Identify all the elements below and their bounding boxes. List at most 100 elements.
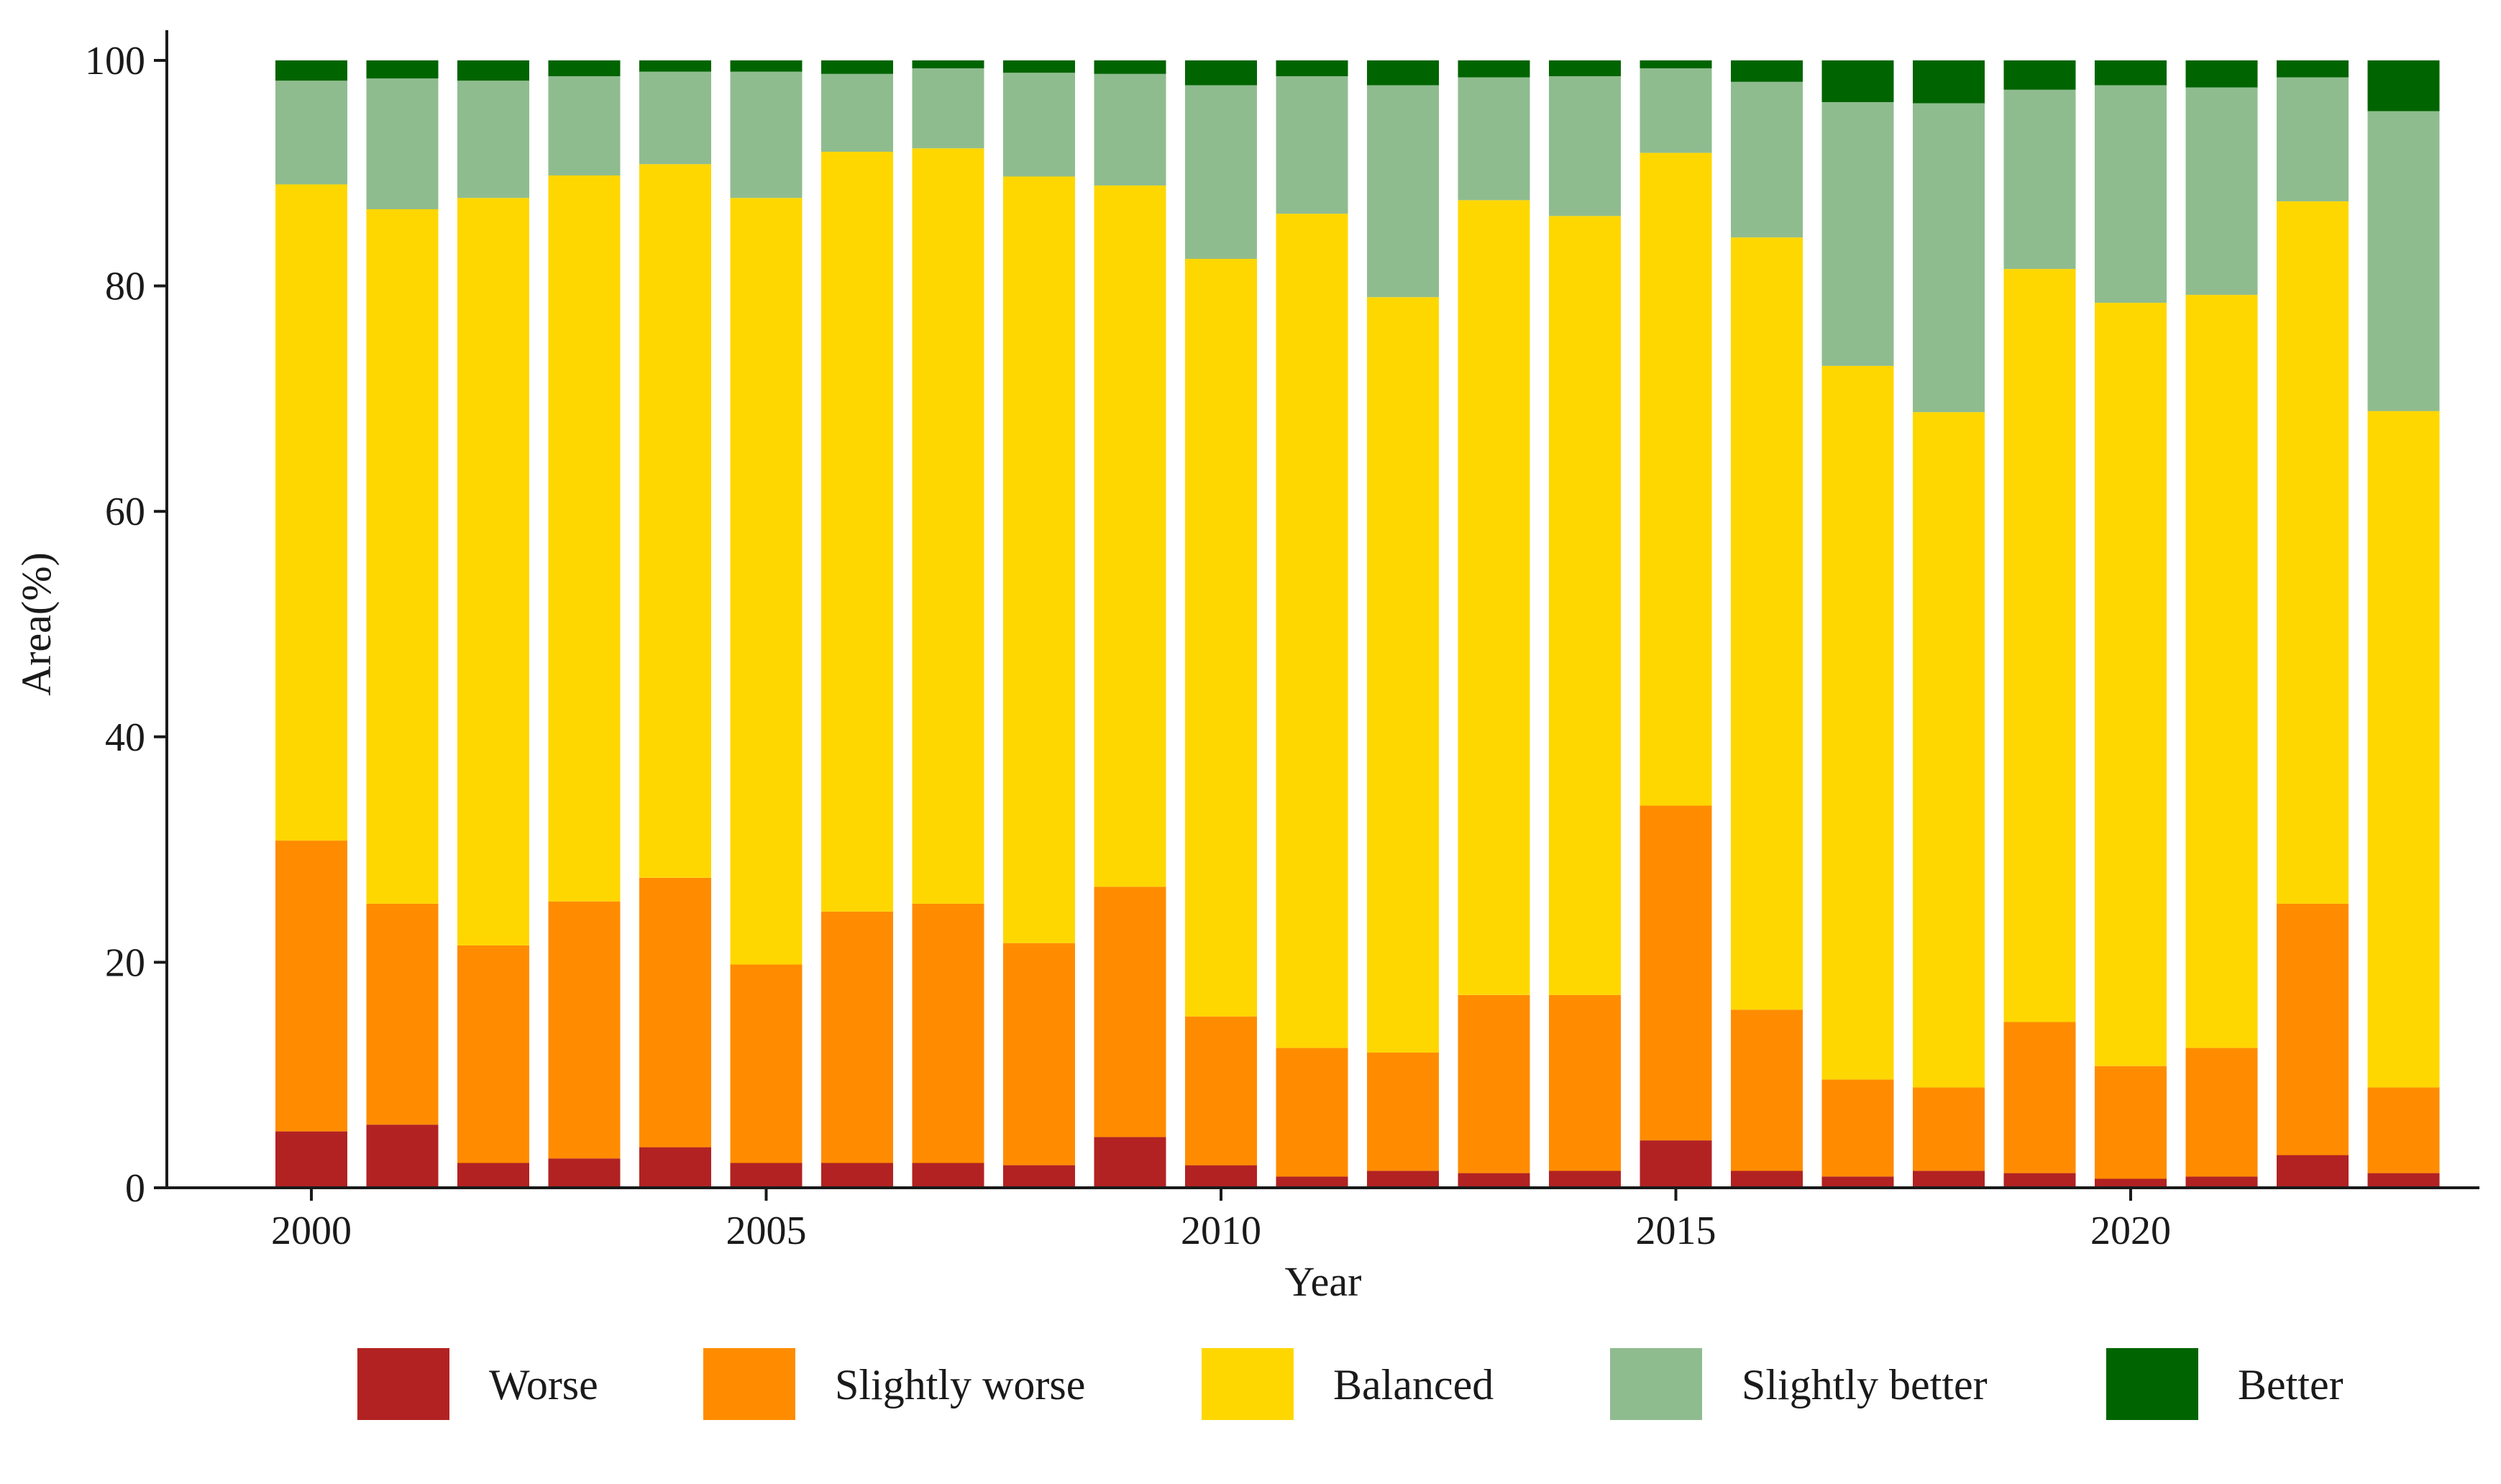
x-tick-label: 2005 xyxy=(726,1209,807,1253)
bar-2020-series-3 xyxy=(2095,85,2167,303)
bar-2011-series-2 xyxy=(1276,214,1348,1048)
bar-2005-series-1 xyxy=(730,964,803,1163)
legend-item-balanced: Balanced xyxy=(1202,1348,1494,1420)
x-ticks-group: 2000 2005 2010 2015 2020 xyxy=(271,1188,2171,1253)
bar-2021-series-3 xyxy=(2185,87,2258,296)
bar-2018-series-4 xyxy=(1913,60,1985,104)
legend: Worse Slightly worse Balanced Slightly bett… xyxy=(357,1348,2344,1420)
bar-2013-series-1 xyxy=(1458,994,1530,1173)
y-axis-title: Area(%) xyxy=(13,552,60,696)
bar-2002-series-0 xyxy=(457,1163,529,1188)
bar-2023-series-0 xyxy=(2367,1173,2440,1188)
bar-2023-series-1 xyxy=(2367,1087,2440,1173)
bar-2003-series-1 xyxy=(548,901,621,1159)
bar-2013-series-4 xyxy=(1458,60,1530,78)
bar-2014-series-1 xyxy=(1549,994,1621,1171)
axes-group xyxy=(165,30,2479,1189)
bar-2023-series-4 xyxy=(2367,60,2440,111)
legend-label: Balanced xyxy=(1333,1361,1494,1409)
bar-2016-series-0 xyxy=(1731,1171,1803,1188)
bar-2012-series-4 xyxy=(1367,60,1439,86)
bar-2012-series-1 xyxy=(1367,1052,1439,1171)
bars-group xyxy=(275,60,2440,1188)
bar-2002-series-2 xyxy=(457,198,529,945)
bar-2006-series-3 xyxy=(821,73,893,152)
bar-2010-series-2 xyxy=(1185,259,1257,1017)
bar-2016-series-1 xyxy=(1731,1009,1803,1171)
bar-2009-series-0 xyxy=(1094,1137,1166,1188)
y-tick-label: 80 xyxy=(105,265,145,309)
bar-2008-series-4 xyxy=(1003,60,1075,73)
bar-2015-series-3 xyxy=(1640,68,1712,153)
bar-2000-series-4 xyxy=(275,60,347,81)
bar-2006-series-4 xyxy=(821,60,893,74)
bar-2022-series-0 xyxy=(2277,1155,2349,1188)
bar-2010-series-0 xyxy=(1185,1165,1257,1188)
bar-2023-series-2 xyxy=(2367,411,2440,1088)
bar-2001-series-3 xyxy=(366,78,439,209)
y-tick-label: 60 xyxy=(105,490,145,534)
bar-2000-series-1 xyxy=(275,841,347,1132)
bar-2004-series-2 xyxy=(639,164,711,878)
bar-2019-series-0 xyxy=(2003,1173,2076,1188)
bar-2022-series-4 xyxy=(2277,60,2349,78)
bar-2016-series-3 xyxy=(1731,81,1803,238)
bar-2007-series-0 xyxy=(912,1163,984,1188)
bar-2003-series-4 xyxy=(548,60,621,76)
bar-2002-series-1 xyxy=(457,945,529,1163)
bar-2016-series-2 xyxy=(1731,237,1803,1010)
bar-2012-series-2 xyxy=(1367,297,1439,1053)
bar-2015-series-4 xyxy=(1640,60,1712,68)
legend-label: Better xyxy=(2238,1361,2344,1409)
bar-2020-series-4 xyxy=(2095,60,2167,86)
bar-2019-series-1 xyxy=(2003,1022,2076,1173)
bar-2003-series-0 xyxy=(548,1158,621,1188)
bar-2005-series-0 xyxy=(730,1163,803,1188)
bar-2021-series-4 xyxy=(2185,60,2258,88)
bar-2020-series-0 xyxy=(2095,1178,2167,1188)
bar-2019-series-3 xyxy=(2003,89,2076,270)
legend-swatch xyxy=(2106,1348,2198,1420)
bar-2000-series-2 xyxy=(275,184,347,841)
bar-2017-series-2 xyxy=(1821,365,1894,1080)
bar-2011-series-4 xyxy=(1276,60,1348,76)
bar-2002-series-4 xyxy=(457,60,529,81)
bar-2009-series-4 xyxy=(1094,60,1166,74)
bar-2009-series-1 xyxy=(1094,887,1166,1137)
y-tick-label: 0 xyxy=(125,1166,145,1211)
bar-2013-series-2 xyxy=(1458,200,1530,995)
bar-2005-series-4 xyxy=(730,60,803,72)
legend-swatch xyxy=(357,1348,449,1420)
bar-2020-series-2 xyxy=(2095,303,2167,1066)
bar-2006-series-1 xyxy=(821,911,893,1163)
legend-item-slightly-worse: Slightly worse xyxy=(703,1348,1085,1420)
y-ticks-group: 0 20 40 60 80 100 xyxy=(85,39,167,1211)
bar-2017-series-0 xyxy=(1821,1176,1894,1188)
bar-2015-series-2 xyxy=(1640,152,1712,806)
bar-2004-series-0 xyxy=(639,1147,711,1188)
bar-2012-series-0 xyxy=(1367,1171,1439,1188)
bar-2001-series-0 xyxy=(366,1125,439,1188)
bar-2013-series-0 xyxy=(1458,1173,1530,1188)
bar-2004-series-1 xyxy=(639,877,711,1148)
legend-item-slightly-better: Slightly better xyxy=(1610,1348,1988,1420)
x-tick-label: 2000 xyxy=(271,1209,352,1253)
bar-2001-series-2 xyxy=(366,209,439,904)
bar-2022-series-1 xyxy=(2277,903,2349,1155)
bar-2008-series-0 xyxy=(1003,1165,1075,1188)
bar-2003-series-3 xyxy=(548,76,621,175)
x-axis-title: Year xyxy=(1285,1258,1362,1305)
bar-2001-series-1 xyxy=(366,903,439,1125)
y-tick-label: 20 xyxy=(105,940,145,985)
x-tick-label: 2010 xyxy=(1181,1209,1261,1253)
bar-2018-series-1 xyxy=(1913,1087,1985,1171)
bar-2023-series-3 xyxy=(2367,111,2440,411)
legend-swatch xyxy=(703,1348,795,1420)
bar-2008-series-3 xyxy=(1003,73,1075,177)
bar-2018-series-0 xyxy=(1913,1171,1985,1188)
bar-2002-series-3 xyxy=(457,81,529,198)
y-tick-label: 40 xyxy=(105,715,145,760)
x-tick-label: 2020 xyxy=(2090,1209,2171,1253)
bar-2008-series-2 xyxy=(1003,176,1075,943)
